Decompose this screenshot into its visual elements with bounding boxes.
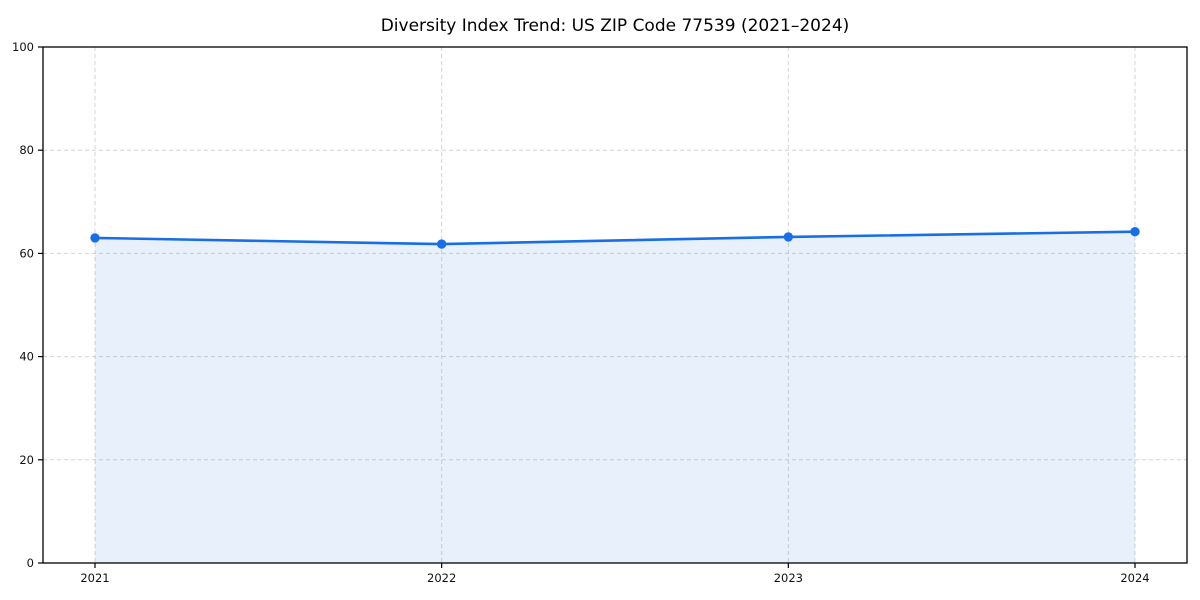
data-point [1130, 227, 1140, 237]
x-tick-label: 2024 [1120, 571, 1149, 585]
y-tick-label: 80 [19, 143, 34, 157]
data-point [783, 232, 794, 242]
x-tick-label: 2022 [427, 571, 456, 585]
x-tick-label: 2021 [80, 571, 109, 585]
x-tick-label: 2023 [774, 571, 803, 585]
y-tick-label: 40 [19, 350, 34, 364]
data-point [90, 233, 100, 243]
y-tick-label: 20 [19, 453, 34, 467]
chart-title: Diversity Index Trend: US ZIP Code 77539… [381, 16, 850, 36]
data-point [436, 239, 447, 249]
y-tick-label: 60 [19, 246, 34, 260]
area-fill [95, 231, 1135, 563]
y-tick-label: 0 [27, 556, 34, 570]
trend-line [93, 230, 1137, 246]
plot-area: 0 20 40 60 80 100 2021 2022 2023 2024 [12, 40, 1188, 585]
plot-border [42, 46, 1188, 564]
y-tick-label: 100 [12, 40, 34, 54]
